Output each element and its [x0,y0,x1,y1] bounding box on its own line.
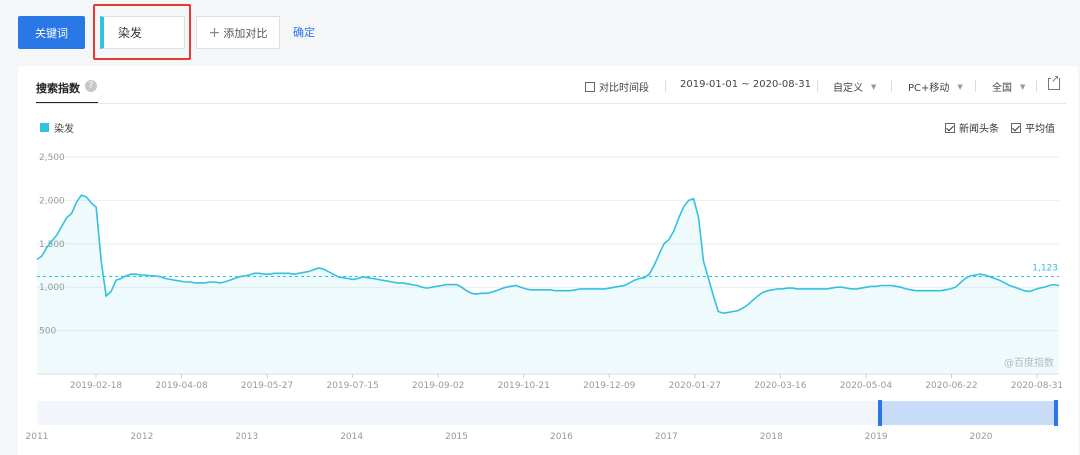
x-tick-label: 2019-04-08 [155,381,208,391]
overview-year-label: 2018 [760,432,783,442]
y-tick-label: 500 [39,327,56,337]
divider [1036,80,1037,92]
overview-handle-left[interactable] [878,400,882,426]
x-tick-label: 2019-09-02 [412,381,464,391]
series-line[interactable] [36,194,1060,315]
compare-period-toggle[interactable]: 对比时间段 [585,79,649,94]
date-range-label: 2019-01-01 ~ 2020-08-31 [680,79,811,90]
overview-year-label: 2017 [655,432,678,442]
add-compare-button[interactable]: + 添加对比 [196,16,280,49]
average-value-label: 1,123 [1032,264,1058,274]
overview-year-label: 2014 [340,432,363,442]
plus-icon: + [208,24,221,41]
x-tick-label: 2019-10-21 [498,381,550,391]
overview-year-label: 2011 [26,432,49,442]
keyword-value: 染发 [118,26,143,40]
custom-dropdown[interactable]: 自定义 ▼ [833,79,877,95]
average-checkbox[interactable] [1011,122,1021,133]
divider [817,80,818,92]
device-label: PC+移动 [908,83,950,94]
x-tick-label: 2020-01-27 [669,381,721,391]
export-icon[interactable] [1048,74,1060,90]
overview-year-label: 2016 [550,432,573,442]
divider [975,80,976,92]
news-headline-toggle[interactable]: 新闻头条 [945,120,999,135]
x-tick-label: 2019-02-18 [70,381,123,391]
compare-period-label: 对比时间段 [599,83,649,94]
keyword-button[interactable]: 关键词 [18,16,85,49]
confirm-link[interactable]: 确定 [293,26,315,39]
y-tick-label: 1,500 [39,240,65,250]
legend-label: 染发 [54,124,74,135]
y-tick-label: 1,000 [39,283,65,293]
overview-year-label: 2020 [970,432,993,442]
x-tick-label: 2019-05-27 [241,381,293,391]
x-tick-label: 2019-12-09 [583,381,636,391]
average-toggle[interactable]: 平均值 [1011,120,1055,135]
x-tick-label: 2020-03-16 [754,381,807,391]
panel-title: 搜索指数 [36,82,80,95]
header-divider [36,103,1066,104]
compare-period-checkbox[interactable] [585,81,595,92]
region-label: 全国 [992,83,1012,94]
x-tick-label: 2020-05-04 [840,381,893,391]
caret-down-icon: ▼ [957,82,963,91]
caret-down-icon: ▼ [871,82,877,91]
highlight-box [93,4,191,60]
add-compare-label: 添加对比 [223,26,268,40]
caret-down-icon: ▼ [1020,82,1026,91]
region-dropdown[interactable]: 全国 ▼ [992,79,1026,95]
news-headline-checkbox[interactable] [945,122,955,133]
divider [665,80,666,92]
y-tick-label: 2,500 [39,153,65,163]
series-area [37,195,1059,374]
chart-panel: 搜索指数 ? 对比时间段 2019-01-01 ~ 2020-08-31 自定义… [18,66,1078,455]
overview-selection[interactable] [880,401,1056,425]
overview-year-label: 2019 [865,432,888,442]
legend-swatch [40,123,49,132]
overview-year-label: 2012 [130,432,153,442]
x-tick-label: 2019-07-15 [326,381,378,391]
date-range-picker[interactable]: 2019-01-01 ~ 2020-08-31 [680,79,811,90]
device-dropdown[interactable]: PC+移动 ▼ [908,79,963,95]
custom-label: 自定义 [833,83,863,94]
news-headline-label: 新闻头条 [959,124,999,135]
keyword-field[interactable]: 染发 [100,16,185,49]
overview-year-label: 2013 [235,432,258,442]
divider [891,80,892,92]
overview-handle-right[interactable] [1054,400,1058,426]
legend-item[interactable]: 染发 [40,120,74,135]
x-tick-label: 2020-08-31 [1011,381,1063,391]
watermark: @百度指数 [1004,358,1054,369]
average-label: 平均值 [1025,124,1055,135]
x-tick-label: 2020-06-22 [925,381,977,391]
overview-year-label: 2015 [445,432,468,442]
question-circle-icon[interactable]: ? [85,80,97,92]
y-tick-label: 2,000 [39,196,65,206]
